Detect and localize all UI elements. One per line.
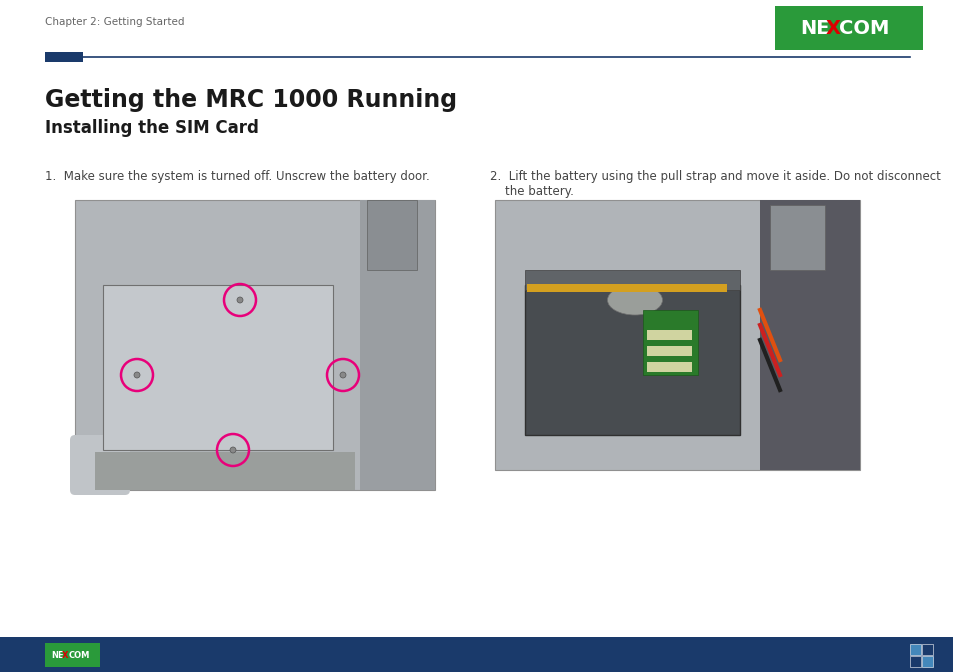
FancyBboxPatch shape xyxy=(75,200,435,490)
FancyBboxPatch shape xyxy=(70,435,130,495)
FancyBboxPatch shape xyxy=(646,330,691,340)
FancyBboxPatch shape xyxy=(646,362,691,372)
Text: COM: COM xyxy=(69,650,91,659)
FancyBboxPatch shape xyxy=(495,200,859,470)
Ellipse shape xyxy=(607,285,661,315)
Text: Getting the MRC 1000 Running: Getting the MRC 1000 Running xyxy=(45,88,456,112)
FancyBboxPatch shape xyxy=(45,643,100,667)
Text: 2.  Lift the battery using the pull strap and move it aside. Do not disconnect
 : 2. Lift the battery using the pull strap… xyxy=(490,170,940,198)
FancyBboxPatch shape xyxy=(769,205,824,270)
Circle shape xyxy=(339,372,346,378)
FancyBboxPatch shape xyxy=(909,656,920,667)
FancyBboxPatch shape xyxy=(45,52,83,62)
Text: 1.  Make sure the system is turned off. Unscrew the battery door.: 1. Make sure the system is turned off. U… xyxy=(45,170,429,183)
FancyBboxPatch shape xyxy=(359,200,435,490)
Text: COM: COM xyxy=(838,19,888,38)
Circle shape xyxy=(230,447,235,453)
FancyBboxPatch shape xyxy=(646,346,691,356)
Text: NE: NE xyxy=(800,19,828,38)
Circle shape xyxy=(236,297,243,303)
FancyBboxPatch shape xyxy=(526,284,726,292)
Text: NE: NE xyxy=(51,650,64,659)
Text: X: X xyxy=(62,650,69,659)
FancyBboxPatch shape xyxy=(642,310,698,375)
FancyBboxPatch shape xyxy=(524,285,740,435)
Text: Installing the SIM Card: Installing the SIM Card xyxy=(45,119,258,137)
Circle shape xyxy=(133,372,140,378)
FancyBboxPatch shape xyxy=(909,644,920,655)
FancyBboxPatch shape xyxy=(760,200,859,470)
FancyBboxPatch shape xyxy=(921,644,932,655)
FancyBboxPatch shape xyxy=(103,285,333,450)
FancyBboxPatch shape xyxy=(774,6,923,50)
FancyBboxPatch shape xyxy=(367,200,416,270)
FancyBboxPatch shape xyxy=(524,270,740,290)
FancyBboxPatch shape xyxy=(921,656,932,667)
FancyBboxPatch shape xyxy=(0,637,953,672)
Text: Chapter 2: Getting Started: Chapter 2: Getting Started xyxy=(45,17,184,27)
Text: X: X xyxy=(825,19,841,38)
FancyBboxPatch shape xyxy=(95,452,355,490)
